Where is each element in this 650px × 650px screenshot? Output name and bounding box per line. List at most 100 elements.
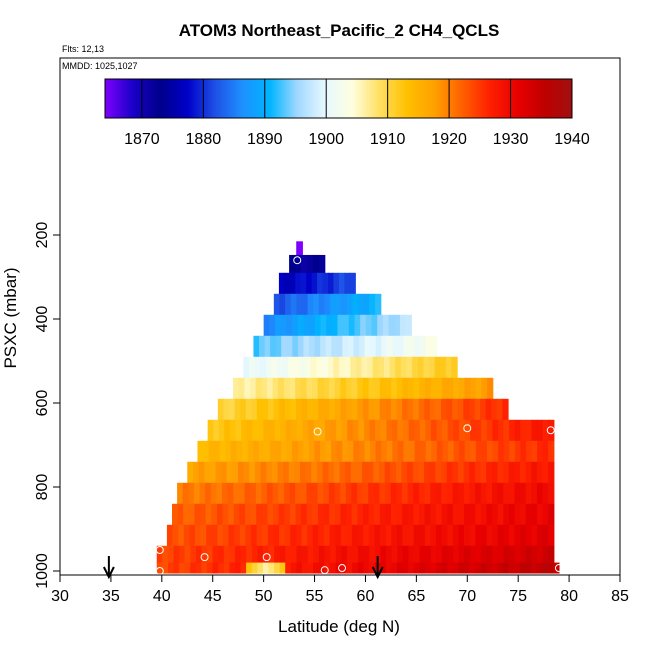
heatmap-cell <box>188 503 196 526</box>
heatmap-cell <box>548 545 555 563</box>
heatmap-cell <box>374 398 381 421</box>
heatmap-cell <box>336 440 343 463</box>
heatmap-cell <box>536 482 544 505</box>
heatmap-cell <box>295 377 302 400</box>
heatmap-cell <box>292 335 299 358</box>
heatmap-cell <box>162 562 169 574</box>
heatmap-cell <box>267 482 274 505</box>
heatmap-cell <box>311 461 318 484</box>
heatmap-cell <box>491 398 498 421</box>
heatmap-cell <box>303 335 310 358</box>
heatmap-cell <box>509 440 516 463</box>
heatmap-cell <box>491 461 499 484</box>
heatmap-cell <box>419 562 426 574</box>
heatmap-cell <box>329 562 337 574</box>
heatmap-cell <box>379 461 386 484</box>
heatmap-cell <box>265 356 273 379</box>
heatmap-cell <box>300 272 307 295</box>
colorbar-tick-label: 1910 <box>370 131 406 148</box>
heatmap-cell <box>358 545 365 563</box>
heatmap-cell <box>548 461 555 484</box>
heatmap-cell <box>301 562 309 574</box>
heatmap-cell <box>525 503 532 526</box>
heatmap-cell <box>536 562 543 574</box>
x-axis: 30 35 40 45 50 55 60 65 70 75 80 85 <box>51 574 629 605</box>
heatmap-cell <box>306 254 314 274</box>
heatmap-cell <box>349 272 356 295</box>
heatmap-cell <box>497 482 504 505</box>
heatmap-cell <box>385 398 392 421</box>
heatmap-cell <box>308 440 315 463</box>
colorbar-tick-label: 1870 <box>124 131 160 148</box>
heatmap-cell <box>452 482 459 505</box>
heatmap-cell <box>424 524 432 547</box>
heatmap-cell <box>221 461 228 484</box>
heatmap-cell <box>447 545 454 563</box>
heatmap-cell <box>525 419 533 442</box>
heatmap-cell <box>288 356 295 379</box>
heatmap-cell <box>340 377 347 400</box>
heatmap-cell <box>212 545 219 563</box>
heatmap-cell <box>328 272 335 295</box>
heatmap-cell <box>520 419 527 442</box>
heatmap-cell <box>374 524 381 547</box>
heatmap-cell <box>248 356 256 379</box>
heatmap-cell <box>361 356 368 379</box>
heatmap-cell <box>407 503 415 526</box>
heatmap-cell <box>213 419 220 442</box>
heatmap-cell <box>280 440 288 463</box>
heatmap-cell <box>382 314 390 337</box>
heatmap-cell <box>295 524 303 547</box>
heatmap-cell <box>317 503 325 526</box>
sample-marker <box>320 566 329 575</box>
heatmap-cell <box>333 272 340 295</box>
x-tick-label: 40 <box>153 588 171 605</box>
heatmap-cell <box>288 461 296 484</box>
heatmap-cell <box>401 398 409 421</box>
heatmap-cell <box>395 356 402 379</box>
heatmap-cell <box>189 524 196 547</box>
heatmap-cell <box>346 398 353 421</box>
heatmap-cell <box>261 482 268 505</box>
heatmap-cell <box>408 562 415 574</box>
heatmap-cell <box>346 545 354 563</box>
heatmap-cell <box>430 545 437 563</box>
heatmap-cell <box>520 482 527 505</box>
heatmap-cell <box>343 314 350 337</box>
y-tick-label: 200 <box>34 222 51 249</box>
heatmap-cell <box>227 482 234 505</box>
heatmap-cell <box>389 356 396 379</box>
heatmap-cell <box>351 503 358 526</box>
heatmap-cell <box>525 524 532 547</box>
heatmap-cell <box>375 293 382 316</box>
heatmap-cell <box>486 461 493 484</box>
heatmap-cell <box>358 440 366 463</box>
heatmap-cell <box>475 419 482 442</box>
heatmap-cell <box>324 419 332 442</box>
heatmap-cell <box>262 562 270 574</box>
heatmap-cell <box>525 461 532 484</box>
heatmap-cell <box>390 482 397 505</box>
heatmap-cell <box>195 562 203 574</box>
heatmap-cell <box>403 440 410 463</box>
heatmap-cell <box>448 440 455 463</box>
heatmap-cell <box>514 482 521 505</box>
mmdd-label: MMDD: 1025,1027 <box>62 61 138 71</box>
heatmap-cell <box>254 356 261 379</box>
heatmap-cell <box>284 524 291 547</box>
heatmap-cell <box>266 461 273 484</box>
heatmap-cell <box>464 545 471 563</box>
heatmap-cell <box>370 335 377 358</box>
heatmap-cell <box>218 419 225 442</box>
heatmap-cell <box>548 419 555 442</box>
heatmap-cell <box>295 482 302 505</box>
heatmap-cell <box>503 562 510 574</box>
heatmap-cell <box>285 562 292 574</box>
heatmap-cell <box>268 545 275 563</box>
heatmap-cell <box>377 314 384 337</box>
heatmap-cell <box>430 524 437 547</box>
heatmap-cell <box>503 461 510 484</box>
heatmap-cell <box>459 440 466 463</box>
heatmap-cell <box>201 545 208 563</box>
heatmap-cell <box>277 461 284 484</box>
